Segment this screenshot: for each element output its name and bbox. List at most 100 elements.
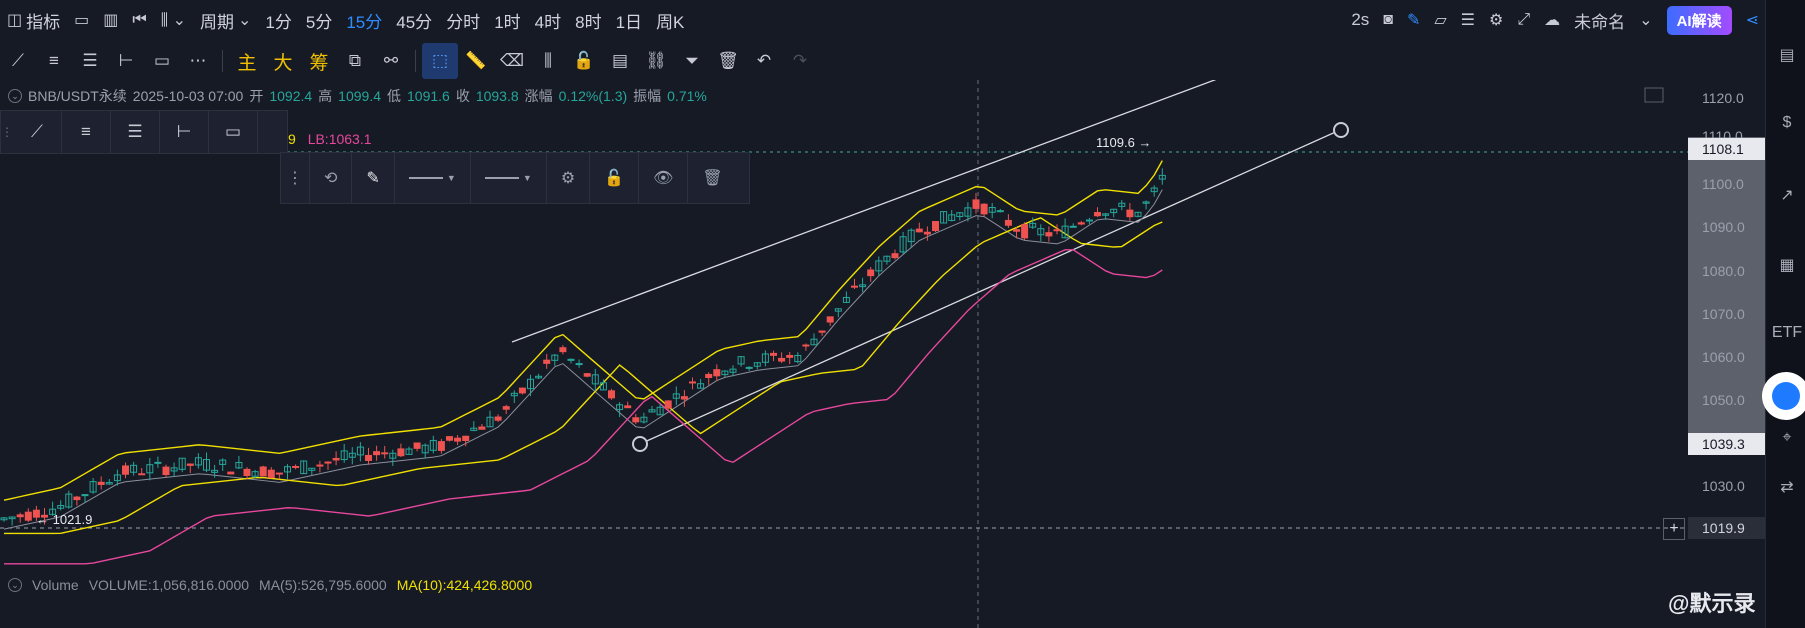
interval-4h[interactable]: 4时 — [534, 12, 562, 32]
channel-handle-end[interactable] — [1333, 122, 1349, 138]
candle-body — [794, 354, 802, 363]
big-order-button[interactable]: 大 — [273, 52, 293, 74]
price-tick: 1080.0 — [1702, 263, 1745, 279]
candle-body — [146, 464, 154, 474]
collapse-icon[interactable]: ⌄ — [8, 578, 22, 592]
calendar-icon[interactable]: ▭ — [74, 12, 90, 29]
horizontal-ray-icon[interactable]: ⊢ — [118, 51, 134, 70]
visibility-icon[interactable]: 👁 — [639, 152, 689, 204]
lock-icon[interactable]: 🔓 — [573, 51, 595, 70]
draw-mode-icon[interactable]: ⬚ — [422, 43, 458, 79]
add-alert-icon[interactable]: + — [1663, 518, 1685, 540]
interval-1d[interactable]: 1日 — [615, 12, 643, 32]
trend-line-icon[interactable]: ⟋ — [12, 51, 24, 70]
comment-icon[interactable]: ▱ — [1434, 12, 1447, 29]
candle-body — [1061, 225, 1069, 239]
collapse-icon[interactable]: ⌄ — [8, 89, 22, 103]
horizontal-lines-icon[interactable]: ≡ — [62, 110, 111, 154]
channel-handle-start[interactable] — [632, 436, 648, 452]
interval-15m[interactable]: 15分 — [346, 12, 383, 32]
lock-icon[interactable]: 🔓 — [590, 152, 640, 204]
undo-icon[interactable]: ↶ — [756, 51, 772, 70]
candle-body — [770, 352, 777, 356]
filter-icon[interactable]: ⏷ — [685, 51, 699, 70]
candle-body — [1029, 222, 1037, 228]
fullscreen-icon[interactable]: ⤢ — [1517, 11, 1531, 28]
candle-body — [186, 463, 194, 466]
expand-pane-icon[interactable] — [1644, 87, 1664, 103]
cloud-icon[interactable]: ☁ — [1544, 12, 1561, 29]
interval-1w[interactable]: 周K — [656, 12, 685, 32]
indicators-button[interactable]: ◫ 指标 — [0, 0, 67, 40]
interval-45m[interactable]: 45分 — [396, 12, 433, 32]
candle-body — [437, 441, 445, 451]
interval-1h[interactable]: 1时 — [494, 12, 521, 32]
interval-8h[interactable]: 8时 — [575, 12, 602, 32]
candle-body — [559, 347, 567, 353]
floating-action-button[interactable] — [1762, 372, 1805, 420]
trend-icon[interactable]: ↗ — [1780, 187, 1794, 204]
camera-icon[interactable]: ◙ — [1383, 11, 1393, 28]
eraser-icon[interactable]: ⌫ — [499, 51, 525, 70]
candlestick-chart[interactable]: 1109.6 → ← 1021.9 — [0, 80, 1688, 628]
horizontal-lines-icon[interactable]: ≡ — [49, 51, 59, 70]
indicator-edit-icon[interactable]: ⧉ — [348, 51, 362, 70]
candlestick-type-icon[interactable]: ⫼ ⌄ — [160, 12, 186, 29]
etf-icon[interactable]: ETF — [1771, 324, 1803, 341]
ai-interpret-button[interactable]: AI解读 — [1666, 5, 1732, 35]
horizontal-ray-icon[interactable]: ⊢ — [160, 110, 209, 154]
pen-icon[interactable]: ✎ — [1406, 12, 1421, 29]
template-icon[interactable]: ⟲ — [310, 152, 353, 204]
layout-grid-icon[interactable]: ▥ — [103, 12, 119, 29]
main-indicator-button[interactable]: 主 — [237, 52, 257, 74]
gear-icon[interactable]: ⚙ — [1489, 12, 1504, 29]
rectangle-icon[interactable]: ▭ — [209, 110, 258, 154]
line-width-select[interactable]: ▼ — [395, 152, 471, 204]
drag-handle-icon[interactable]: ⋮ — [281, 152, 310, 204]
volume-legend: ⌄ Volume VOLUME:1,056,816.0000 MA(5):526… — [8, 577, 532, 593]
more-tools-icon[interactable]: ⋯ — [189, 51, 207, 70]
candle-body — [761, 353, 769, 363]
channel-upper-line[interactable] — [511, 80, 1236, 343]
pattern-icon[interactable]: ⫼ — [544, 51, 552, 70]
layout-name[interactable]: 未命名 — [1574, 12, 1626, 32]
interval-1m[interactable]: 1分 — [265, 12, 292, 32]
bollinger-legend: 9 LB:1063.1 — [288, 131, 372, 147]
symbol-name[interactable]: BNB/USDT永续 — [28, 88, 127, 104]
chart-window-icon[interactable]: ▦ — [1779, 257, 1795, 274]
exchange-icon[interactable]: ⇄ — [1780, 479, 1794, 496]
drag-handle-icon[interactable]: ⋮ — [1, 125, 13, 139]
channel-lower-line[interactable] — [639, 129, 1341, 445]
chart-area[interactable]: 1109.6 → ← 1021.9 — [0, 80, 1765, 628]
chip-distribution-button[interactable]: 筹 — [309, 52, 329, 74]
replay-icon[interactable]: ⏮ — [132, 11, 147, 28]
parallel-lines-icon[interactable]: ☰ — [111, 110, 160, 154]
candle-body — [373, 451, 381, 456]
dollar-icon[interactable]: $ — [1782, 114, 1792, 131]
trash-icon[interactable]: 🗑 — [717, 51, 739, 70]
settings-icon[interactable]: ⚙ — [547, 152, 591, 204]
refresh-rate[interactable]: 2s — [1351, 10, 1370, 29]
period-dropdown[interactable]: 周期 ⌄ — [193, 0, 258, 40]
interval-timeshare[interactable]: 分时 — [446, 12, 481, 32]
ruler-icon[interactable]: 📏 — [465, 51, 487, 70]
line-color-icon[interactable]: ✎ — [352, 152, 395, 204]
share-icon[interactable]: ⋖ — [1745, 12, 1759, 29]
candle-body — [923, 231, 931, 235]
line-style-select[interactable]: ▼ — [471, 152, 547, 204]
parallel-lines-icon[interactable]: ☰ — [82, 51, 98, 70]
orderbook-icon[interactable]: ▤ — [1779, 47, 1795, 64]
chevron-down-icon[interactable]: ⌄ — [1639, 12, 1653, 29]
interval-5m[interactable]: 5分 — [305, 12, 333, 32]
rectangle-icon[interactable]: ▭ — [153, 51, 171, 70]
list-icon[interactable]: ☰ — [1460, 12, 1476, 29]
price-axis[interactable]: 1120.0 1110.0 1100.0 1090.0 1080.0 1070.… — [1688, 80, 1765, 628]
note-icon[interactable]: ▤ — [611, 51, 629, 70]
magnet-icon[interactable]: ⚯ — [383, 51, 399, 70]
trend-line-icon[interactable]: ⟋ — [13, 110, 62, 154]
candle-body — [1110, 208, 1118, 214]
link-icon[interactable]: ⛓ — [645, 51, 667, 70]
redo-icon[interactable]: ↷ — [792, 51, 808, 70]
delete-icon[interactable]: 🗑 — [702, 170, 723, 187]
crosshair-icon[interactable]: ⌖ — [1782, 429, 1792, 446]
